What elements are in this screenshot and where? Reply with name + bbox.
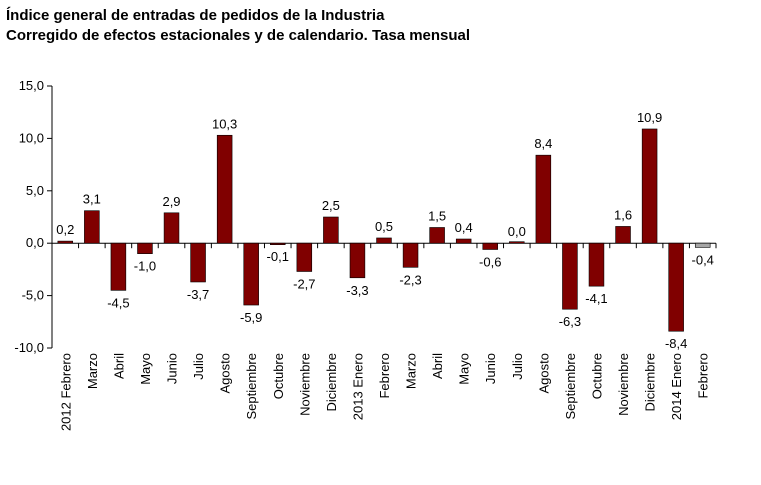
x-tick-label: Junio <box>165 353 180 384</box>
bar <box>535 154 552 244</box>
data-label: 1,6 <box>614 207 632 222</box>
x-tick-label: Abril <box>111 353 126 379</box>
data-label: -3,3 <box>346 283 368 298</box>
x-tick-label: Mayo <box>457 353 472 385</box>
bar <box>509 241 525 244</box>
bar <box>243 242 259 306</box>
x-tick-label: Febrero <box>377 353 392 399</box>
bar <box>110 242 127 291</box>
bar <box>668 242 684 332</box>
data-label: 2,9 <box>162 194 180 209</box>
x-tick-label: Octubre <box>589 353 604 399</box>
data-label: -1,0 <box>134 259 156 274</box>
data-label: 10,9 <box>637 110 662 125</box>
bar <box>190 242 206 283</box>
bars <box>57 128 711 332</box>
data-label: -2,3 <box>399 272 421 287</box>
x-tick-label: Diciembre <box>643 353 658 412</box>
bar <box>163 212 180 244</box>
bar <box>57 240 74 244</box>
data-label: 0,4 <box>455 220 473 235</box>
y-tick-label: -10,0 <box>14 340 44 355</box>
bar <box>641 128 658 244</box>
y-tick-label: 10,0 <box>19 130 44 145</box>
data-label: 0,2 <box>56 222 74 237</box>
x-tick-label: Julio <box>191 353 206 380</box>
bar <box>455 238 472 244</box>
data-label: 3,1 <box>83 192 101 207</box>
bar <box>588 242 605 287</box>
bar <box>137 242 153 254</box>
x-tick-label: Mayo <box>138 353 153 385</box>
data-label: 2,5 <box>322 198 340 213</box>
bar <box>349 242 366 279</box>
data-label: -2,7 <box>293 276 315 291</box>
y-tick-label: 5,0 <box>26 183 44 198</box>
x-tick-label: 2012 Febrero <box>58 353 73 431</box>
data-label: 0,5 <box>375 219 393 234</box>
data-label: 1,5 <box>428 208 446 223</box>
data-label: 10,3 <box>212 116 237 131</box>
bar <box>84 210 100 244</box>
x-tick-label: Noviembre <box>297 353 312 416</box>
x-tick-label: 2014 Enero <box>669 353 684 420</box>
x-tick-label: Agosto <box>218 353 233 393</box>
x-tick-label: 2013 Enero <box>350 353 365 420</box>
bar <box>482 242 498 250</box>
data-label: -0,4 <box>692 252 714 267</box>
y-tick-label: 0,0 <box>26 235 44 250</box>
x-tick-label: Septiembre <box>563 353 578 419</box>
x-tick-label: Febrero <box>696 353 711 399</box>
y-tick-label: 15,0 <box>19 78 44 93</box>
x-tick-labels: 2012 Febrero Marzo Abril Mayo Junio Julio Agos… <box>58 353 710 431</box>
bar <box>694 242 711 248</box>
data-label: -6,3 <box>559 314 581 329</box>
bar <box>296 242 313 272</box>
x-tick-label: Junio <box>483 353 498 384</box>
data-label: -8,4 <box>665 336 687 351</box>
bar <box>376 237 392 244</box>
chart-subtitle: Corregido de efectos estacionales y de c… <box>6 27 471 44</box>
data-label: -5,9 <box>240 310 262 325</box>
x-tick-label: Agosto <box>536 353 551 393</box>
x-tick-label: Diciembre <box>324 353 339 412</box>
value-labels: 0,2 3,1 -4,5 -1,0 2,9 -3,7 10,3 -5,9 -0,1 -2,7 2,5… <box>56 110 714 351</box>
data-label: -4,5 <box>107 295 129 310</box>
bar <box>323 216 339 244</box>
x-tick-label: Julio <box>510 353 525 380</box>
data-label: -0,6 <box>479 254 501 269</box>
data-label: -4,1 <box>585 291 607 306</box>
x-tick-label: Abril <box>430 353 445 379</box>
bar <box>429 227 445 244</box>
chart-title: Índice general de entradas de pedidos de… <box>6 7 385 24</box>
y-tick-labels: 15,0 10,0 5,0 0,0 -5,0 -10,0 <box>14 78 44 355</box>
x-tick-label: Octubre <box>271 353 286 399</box>
bar <box>402 242 419 268</box>
x-tick-label: Marzo <box>404 353 419 389</box>
data-label: 0,0 <box>508 224 526 239</box>
bar <box>270 242 286 245</box>
bar <box>216 134 233 244</box>
x-tick-label: Noviembre <box>616 353 631 416</box>
data-label: 8,4 <box>534 136 552 151</box>
data-label: -0,1 <box>267 249 289 264</box>
data-label: -3,7 <box>187 287 209 302</box>
bar <box>615 226 631 244</box>
x-tick-label: Marzo <box>85 353 100 389</box>
y-tick-label: -5,0 <box>22 288 44 303</box>
bar <box>562 242 578 310</box>
x-tick-label: Septiembre <box>244 353 259 419</box>
